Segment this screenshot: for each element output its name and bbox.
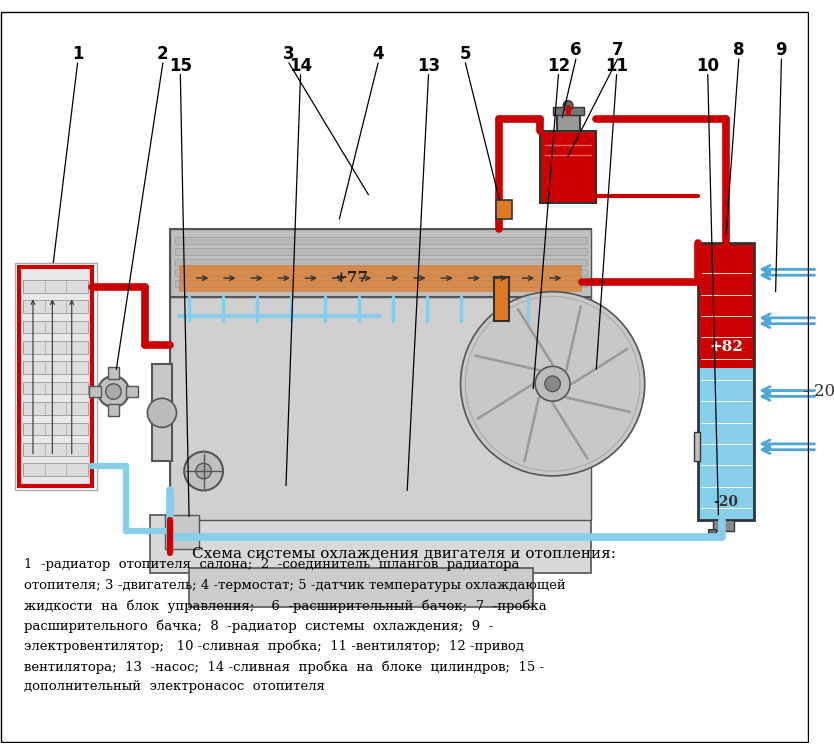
Bar (23, 320, 88, 333)
Text: отопителя; 3 -двигатель; 4 -термостат; 5 -датчик температуры охлаждающей: отопителя; 3 -двигатель; 4 -термостат; 5… (24, 578, 565, 592)
Text: 11: 11 (605, 57, 628, 75)
Text: 6: 6 (570, 41, 581, 60)
Text: 1  -радиатор  отопителя  салона;  2  -соединитель  шлангов  радиатора: 1 -радиатор отопителя салона; 2 -соедини… (24, 558, 520, 572)
Bar (698, 368, 754, 520)
Bar (189, 568, 533, 607)
Text: -20: -20 (714, 495, 739, 509)
Text: +82: +82 (709, 340, 743, 354)
Text: 14: 14 (289, 57, 312, 75)
Bar (14, 262, 97, 490)
Bar (694, 432, 700, 461)
Text: 7: 7 (612, 41, 623, 60)
Bar (496, 200, 512, 219)
Text: электровентилятор;   10 -сливная  пробка;  11 -вентилятор;  12 -привод: электровентилятор; 10 -сливная пробка; 1… (24, 639, 524, 653)
Text: 10: 10 (696, 57, 719, 75)
Bar (556, 113, 580, 130)
Text: 2: 2 (157, 45, 168, 63)
Text: вентилятора;  13  -насос;  14 -сливная  пробка  на  блоке  цилиндров;  15 -: вентилятора; 13 -насос; 14 -сливная проб… (24, 660, 545, 673)
Text: Схема системы охлаждения двигателя и отопления:: Схема системы охлаждения двигателя и ото… (193, 547, 616, 561)
Bar (108, 404, 119, 415)
Circle shape (148, 398, 177, 428)
Text: 9: 9 (776, 41, 787, 60)
Bar (19, 268, 92, 486)
Bar (179, 265, 581, 292)
Text: 4: 4 (372, 45, 384, 63)
Bar (712, 520, 734, 531)
Text: +77: +77 (334, 271, 368, 285)
Bar (153, 364, 172, 461)
Circle shape (545, 376, 560, 391)
Text: 1: 1 (72, 45, 83, 63)
Bar (150, 515, 591, 573)
Text: расширительного  бачка;  8  -радиатор  системы  охлаждения;  9  -: расширительного бачка; 8 -радиатор систе… (24, 619, 494, 633)
Bar (174, 269, 586, 276)
Bar (495, 277, 509, 320)
Text: - 20: - 20 (803, 383, 834, 400)
Bar (174, 259, 586, 265)
Text: дополнительный  электронасос  отопителя: дополнительный электронасос отопителя (24, 680, 325, 694)
Bar (23, 280, 88, 293)
Text: 8: 8 (733, 41, 745, 60)
Circle shape (460, 292, 645, 476)
Bar (698, 244, 754, 368)
Bar (23, 382, 88, 394)
Bar (108, 367, 119, 379)
Bar (169, 296, 591, 520)
Bar (708, 529, 716, 534)
Bar (553, 108, 584, 115)
Bar (174, 248, 586, 255)
Bar (23, 443, 88, 455)
Bar (169, 228, 591, 520)
Bar (23, 341, 88, 354)
Bar (23, 422, 88, 435)
Circle shape (184, 452, 223, 490)
Bar (23, 463, 88, 476)
Bar (698, 244, 754, 520)
Bar (540, 130, 596, 204)
Bar (174, 238, 586, 244)
Circle shape (563, 101, 573, 110)
Circle shape (106, 384, 121, 400)
Circle shape (196, 463, 211, 479)
Bar (23, 361, 88, 374)
Bar (169, 228, 591, 296)
Circle shape (535, 366, 570, 401)
Circle shape (98, 376, 129, 407)
Text: жидкости  на  блок  управления;    6  -расширительный  бачок;  7  -пробка: жидкости на блок управления; 6 -расширит… (24, 599, 547, 612)
Bar (19, 268, 92, 486)
Text: 5: 5 (460, 45, 471, 63)
Text: 13: 13 (417, 57, 440, 75)
Bar (23, 300, 88, 313)
Bar (174, 280, 586, 287)
Text: 3: 3 (283, 45, 294, 63)
Bar (89, 386, 101, 397)
Bar (126, 386, 138, 397)
Bar (165, 515, 198, 549)
Text: 12: 12 (547, 57, 570, 75)
Text: 15: 15 (168, 57, 192, 75)
Bar (23, 402, 88, 415)
